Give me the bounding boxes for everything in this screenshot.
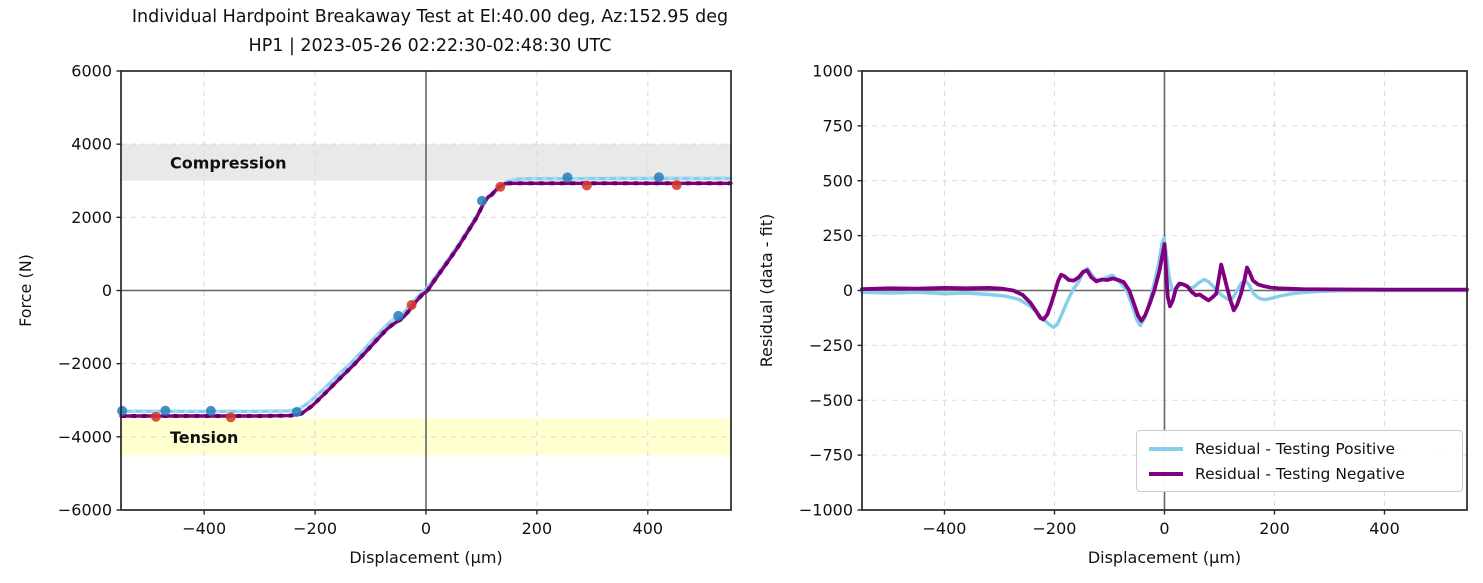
y-tick-label: −4000 — [58, 427, 112, 446]
x-tick-label: −400 — [923, 519, 967, 538]
scatter-point — [225, 412, 236, 423]
x-tick-label: 200 — [1259, 519, 1290, 538]
scatter-point — [653, 172, 664, 183]
x-axis-label: Displacement (μm) — [349, 548, 502, 567]
x-tick-label: −200 — [293, 519, 337, 538]
series-line — [860, 242, 1469, 323]
y-tick-label: 6000 — [71, 62, 112, 81]
scatter-point — [150, 411, 161, 422]
band-label: Tension — [170, 428, 238, 447]
y-tick-label: 0 — [843, 281, 853, 300]
legend-label: Residual - Testing Positive — [1195, 439, 1396, 458]
y-tick-label: −2000 — [58, 354, 112, 373]
scatter-point — [671, 180, 682, 191]
series-line — [860, 236, 1469, 330]
y-tick-label: 500 — [822, 171, 853, 190]
scatter-point — [205, 405, 216, 416]
y-tick-label: −250 — [809, 336, 853, 355]
scatter-point — [291, 406, 302, 417]
y-tick-label: −500 — [809, 391, 853, 410]
y-tick-label: 250 — [822, 226, 853, 245]
scatter-point — [406, 299, 417, 310]
y-tick-label: 2000 — [71, 208, 112, 227]
x-tick-label: 400 — [1369, 519, 1400, 538]
legend-item: Residual - Testing Negative — [1149, 465, 1450, 483]
band-label: Compression — [170, 153, 287, 172]
scatter-point — [581, 180, 592, 191]
y-axis-label: Residual (data - fit) — [757, 214, 776, 367]
x-axis-label: Displacement (μm) — [1088, 548, 1241, 567]
x-tick-label: −200 — [1033, 519, 1077, 538]
legend: Residual - Testing Positive Residual - Te… — [1136, 430, 1463, 492]
y-tick-label: 4000 — [71, 135, 112, 154]
y-tick-label: 0 — [102, 281, 112, 300]
scatter-point — [562, 172, 573, 183]
scatter-point — [117, 405, 128, 416]
scatter-point — [160, 405, 171, 416]
y-tick-label: 1000 — [812, 62, 853, 81]
x-tick-label: 0 — [421, 519, 431, 538]
scatter-point — [477, 195, 488, 206]
y-tick-label: −6000 — [58, 501, 112, 520]
legend-swatch — [1149, 446, 1183, 451]
x-tick-label: 0 — [1159, 519, 1169, 538]
x-tick-label: 200 — [522, 519, 553, 538]
x-tick-label: −400 — [182, 519, 226, 538]
legend-item: Residual - Testing Positive — [1149, 440, 1450, 458]
y-tick-label: −750 — [809, 446, 853, 465]
legend-swatch — [1149, 471, 1183, 476]
y-tick-label: 750 — [822, 116, 853, 135]
figure-title: Individual Hardpoint Breakaway Test at E… — [131, 7, 729, 27]
scatter-point — [393, 310, 404, 321]
y-axis-label: Force (N) — [16, 254, 35, 327]
scatter-point — [495, 181, 506, 192]
y-tick-label: −1000 — [799, 501, 853, 520]
x-tick-label: 400 — [633, 519, 664, 538]
figure-subtitle: HP1 | 2023-05-26 02:22:30-02:48:30 UTC — [248, 36, 612, 56]
legend-label: Residual - Testing Negative — [1195, 464, 1405, 483]
series-marker-overlay — [120, 176, 731, 414]
